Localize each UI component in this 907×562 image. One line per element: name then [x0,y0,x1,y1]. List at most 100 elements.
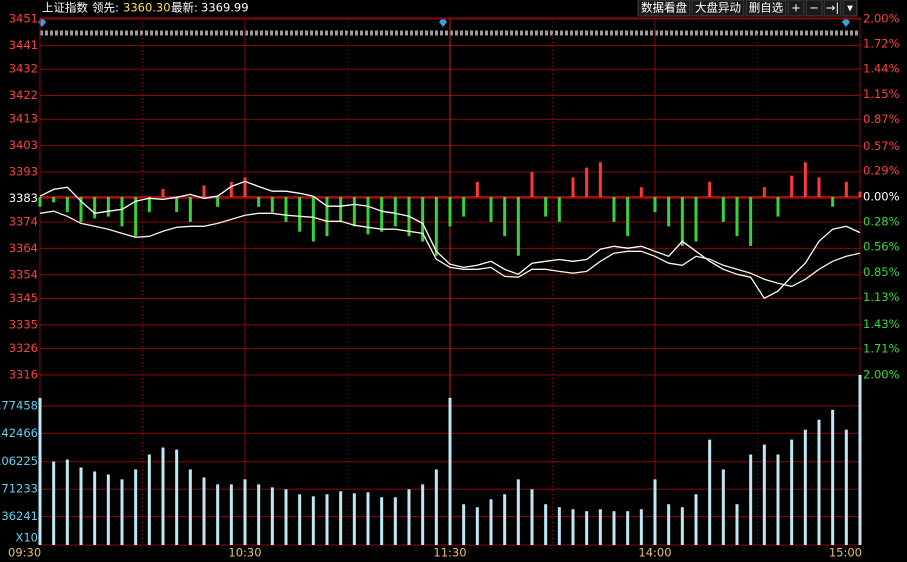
toolbar-button[interactable] [691,0,745,17]
y-tick-label: 3383 [9,191,38,205]
y2-tick-label: 0.57% [863,139,900,153]
x-tick-label: 09:30 [8,546,41,560]
y-tick-label: 3345 [9,291,38,305]
toolbar-button-label[interactable]: + [791,1,801,15]
breadth-bar [790,175,794,197]
breadth-bar [831,197,835,207]
toolbar-button-label[interactable]: 删自选 [749,1,784,15]
lead-label: 领先: [92,1,119,15]
toolbar-button-label[interactable]: ▾ [847,1,853,15]
y-tick-label: 3413 [9,112,38,126]
breadth-bar [175,197,179,213]
volume-bar [708,439,712,545]
y-tick-label: 3422 [9,88,38,102]
toolbar-button-label[interactable]: 数据看盘 [641,1,687,15]
breadth-bar [516,197,520,256]
y-tick-label: 3432 [9,62,38,76]
breadth-bar [612,197,616,222]
breadth-bar [667,197,671,227]
volume-bar [817,419,821,545]
breadth-bar [462,197,466,217]
breadth-bar [762,187,766,197]
volume-bar [366,492,370,545]
volume-bar [434,469,438,545]
breadth-bar [339,197,343,222]
y2-tick-label: 2.00% [863,368,900,382]
breadth-bar [325,197,329,237]
breadth-bar [653,197,657,213]
x-tick-label: 15:00 [829,546,862,560]
y-tick-label: 3374 [9,215,38,229]
breadth-bar [106,197,110,217]
volume-bar [339,491,343,545]
breadth-bar [270,197,274,213]
volume-bar [544,504,548,545]
y-tick-label: 142466 [0,426,38,440]
index-name: 上证指数 [42,1,88,15]
y2-tick-label: 1.44% [863,61,900,75]
volume-bar [106,474,110,545]
volume-bar [626,511,630,545]
toolbar-button[interactable] [823,0,842,17]
breadth-bar [229,181,233,197]
volume-bar [790,439,794,545]
volume-bar [120,479,124,545]
y-tick-label: 36241 [1,509,38,523]
breadth-bar [298,197,302,232]
volume-bar [653,479,657,545]
volume-bar [516,479,520,545]
breadth-bar [503,197,507,237]
volume-bar [257,484,261,545]
volume-bar [462,504,466,545]
breadth-bar [79,197,83,222]
volume-bar [421,484,425,545]
y2-tick-label: 0.29% [863,164,900,178]
y2-tick-label: 0.87% [863,112,900,126]
volume-bar [65,459,69,545]
toolbar-button[interactable] [787,0,805,17]
toolbar-button[interactable] [842,0,858,17]
volume-bar [38,397,42,545]
y2-tick-label: 0.00% [863,190,900,204]
volume-bar [93,471,97,545]
y2-tick-label: 2.00% [863,12,900,26]
breadth-bar [434,197,438,256]
volume-bar [229,484,233,545]
breadth-bar [735,197,739,237]
volume-bar [749,454,753,545]
marker-diamonds [38,17,850,27]
toolbar-button-label[interactable]: 大盘异动 [695,1,741,15]
volume-bar [311,496,315,545]
breadth-bar [284,197,288,222]
breadth-bar [749,197,753,246]
breadth-bar [776,197,780,217]
breadth-bar [134,197,138,237]
y-tick-label: 3393 [9,164,38,178]
volume-bar [202,477,206,545]
volume-bar [776,454,780,545]
breadth-bar [803,162,807,197]
toolbar-button-label[interactable]: − [809,1,819,15]
breadth-bar [489,197,493,222]
breadth-bar [188,197,192,222]
volume-bar [52,461,56,545]
breadth-bar [216,197,220,207]
toolbar-button[interactable] [637,0,691,17]
y-tick-label: 106225 [0,454,38,468]
x-tick-label: 10:30 [228,546,261,560]
toolbar-button[interactable] [805,0,823,17]
breadth-bar [858,191,862,197]
y2-tick-label: 1.72% [863,36,900,50]
toolbar-button[interactable] [745,0,787,17]
volume-bar [639,509,643,545]
breadth-bar [93,197,97,219]
toolbar-button-label[interactable]: →| [826,1,840,15]
breadth-bar [352,197,356,227]
y-tick-label: 3441 [9,38,38,52]
breadth-bar [571,177,575,197]
breadth-bar [844,181,848,197]
volume-bar [489,499,493,545]
y-tick-label: 3364 [9,241,38,255]
